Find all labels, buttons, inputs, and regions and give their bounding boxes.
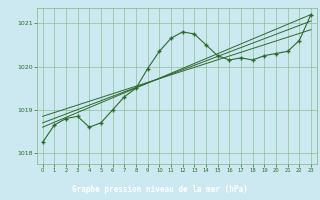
Text: Graphe pression niveau de la mer (hPa): Graphe pression niveau de la mer (hPa) [72, 185, 248, 194]
